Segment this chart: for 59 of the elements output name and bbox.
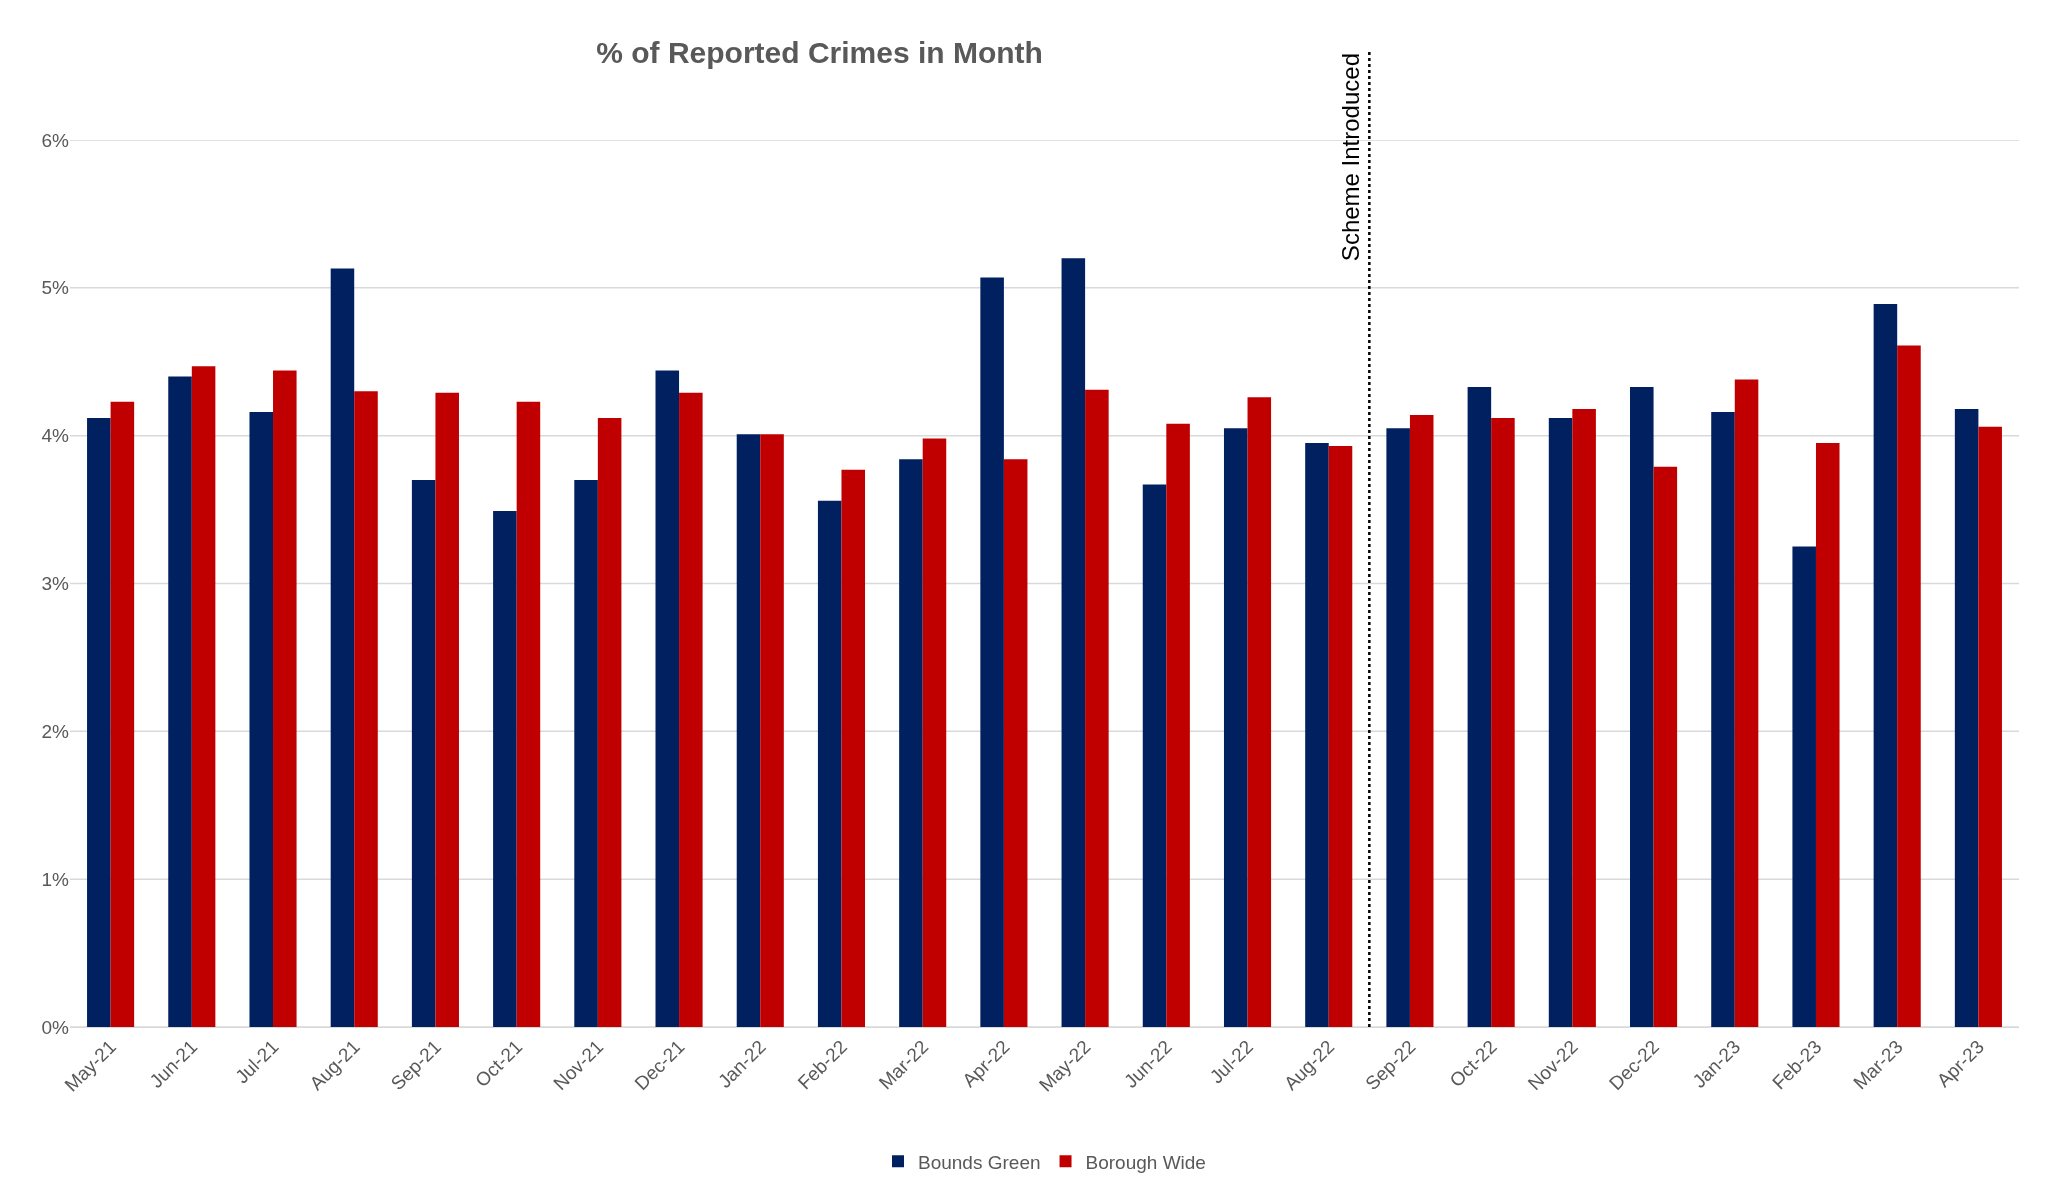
bar bbox=[273, 370, 297, 1027]
bar bbox=[1409, 414, 1434, 1027]
y-tick-label: 2% bbox=[41, 720, 70, 742]
bar bbox=[1061, 258, 1086, 1027]
bar bbox=[110, 401, 135, 1027]
bar bbox=[493, 511, 517, 1027]
bar bbox=[168, 376, 192, 1027]
bar bbox=[1815, 443, 1840, 1027]
bar bbox=[1873, 304, 1898, 1027]
ref-line-label: Scheme Introduced bbox=[1336, 53, 1364, 262]
bar bbox=[1630, 386, 1654, 1027]
bar bbox=[1572, 409, 1596, 1027]
bar bbox=[435, 392, 459, 1027]
bar bbox=[1328, 446, 1353, 1027]
y-tick-label: 0% bbox=[41, 1016, 70, 1038]
bar bbox=[1305, 443, 1329, 1027]
legend-label: Borough Wide bbox=[1085, 1151, 1206, 1173]
bar bbox=[1653, 466, 1678, 1027]
bar bbox=[1223, 428, 1248, 1027]
bar bbox=[249, 412, 274, 1027]
bar bbox=[411, 480, 436, 1027]
bar bbox=[1142, 484, 1167, 1027]
bar bbox=[679, 392, 703, 1027]
y-tick-label: 1% bbox=[41, 868, 70, 890]
bar bbox=[922, 438, 947, 1027]
y-tick-label: 6% bbox=[41, 129, 70, 151]
bar bbox=[574, 480, 598, 1027]
bar bbox=[1711, 412, 1735, 1027]
bar bbox=[1897, 345, 1921, 1027]
bar bbox=[1247, 397, 1272, 1027]
bar bbox=[1003, 459, 1028, 1027]
chart-title: % of Reported Crimes in Month bbox=[596, 35, 1043, 69]
bar bbox=[655, 370, 680, 1027]
legend-label: Bounds Green bbox=[918, 1151, 1041, 1173]
bar bbox=[980, 277, 1004, 1027]
bar bbox=[1166, 423, 1190, 1027]
bar bbox=[516, 401, 541, 1027]
bar bbox=[1386, 428, 1410, 1027]
bar bbox=[1467, 386, 1492, 1027]
bar bbox=[597, 417, 622, 1027]
bar bbox=[191, 366, 216, 1027]
bar bbox=[899, 459, 923, 1027]
bar bbox=[330, 268, 355, 1027]
bar bbox=[1792, 546, 1816, 1027]
bar bbox=[1954, 409, 1979, 1027]
bar bbox=[1978, 426, 2002, 1027]
y-tick-label: 4% bbox=[41, 425, 70, 447]
bar bbox=[1734, 379, 1759, 1027]
bar bbox=[760, 434, 784, 1027]
bar bbox=[354, 391, 378, 1027]
bar bbox=[87, 417, 111, 1027]
y-tick-label: 3% bbox=[41, 573, 70, 595]
bar bbox=[817, 500, 842, 1027]
bar bbox=[841, 469, 866, 1027]
bar bbox=[736, 434, 761, 1027]
bar bbox=[1548, 417, 1573, 1027]
y-tick-label: 5% bbox=[41, 277, 70, 299]
bar bbox=[1085, 389, 1109, 1027]
bar bbox=[1491, 417, 1515, 1027]
